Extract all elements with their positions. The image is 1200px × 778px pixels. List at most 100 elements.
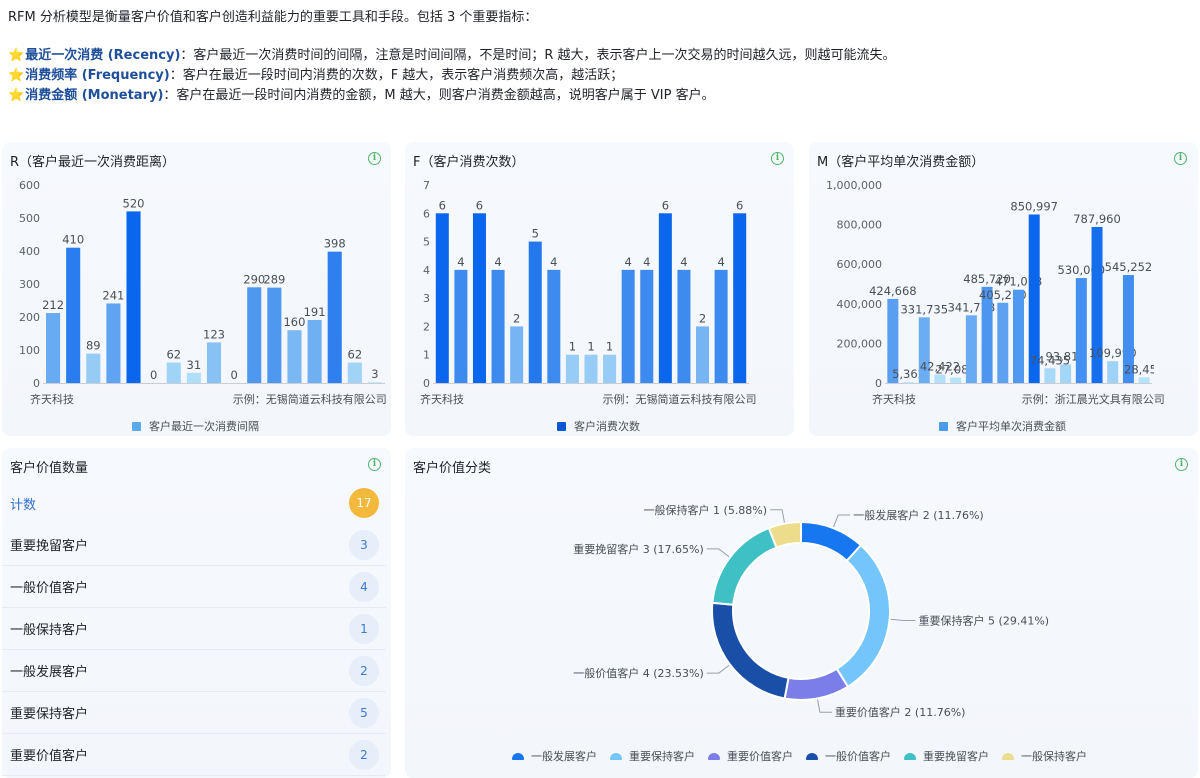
star-icon: ⭐ — [8, 68, 25, 83]
monetary-desc: ：客户在最近一段时间内消费的金额，M 越大，则客户消费金额越高，说明客户属于 V… — [163, 88, 715, 103]
info-icon[interactable]: i — [771, 152, 784, 165]
count-row[interactable]: 一般保持客户 1 — [2, 608, 386, 650]
legend-label: 重要挽留客户 — [923, 750, 989, 763]
pie-legend-item[interactable]: 重要挽留客户 — [904, 748, 989, 764]
info-icon[interactable]: i — [368, 152, 381, 165]
bar-label: 6 — [662, 198, 669, 212]
legend-label: 一般发展客户 — [531, 750, 597, 763]
count-badge: 4 — [349, 571, 379, 602]
bar-label: 62 — [166, 348, 181, 362]
bar — [86, 353, 101, 383]
count-row-total[interactable]: 计数 17 — [2, 482, 386, 524]
bar-label: 289 — [263, 273, 285, 287]
bar-label: 4 — [717, 255, 724, 269]
count-row[interactable]: 重要保持客户 5 — [2, 692, 386, 734]
bar-label: 398 — [324, 237, 346, 251]
bar — [903, 381, 915, 383]
count-row[interactable]: 重要价值客户 2 — [2, 734, 386, 776]
y-tick-label: 800,000 — [837, 219, 883, 232]
row-label: 重要价值客户 — [10, 749, 89, 764]
intro-line: RFM 分析模型是衡量客户价值和客户创造利益能力的重要工具和手段。包括 3 个重… — [8, 10, 538, 25]
y-tick-label: 1 — [423, 349, 430, 362]
bar-label: 290 — [243, 272, 265, 286]
legend-marker — [904, 752, 916, 760]
y-tick-label: 600,000 — [837, 258, 883, 271]
bar — [287, 330, 302, 383]
y-tick-label: 400,000 — [837, 298, 883, 311]
legend-marker — [512, 752, 524, 760]
pie-legend-item[interactable]: 一般价值客户 — [806, 748, 891, 764]
monetary-bar-chart: 1,000,000 800,000 600,000 400,000 200,000 0 42… — [826, 179, 1165, 406]
count-row[interactable]: 重要挽留客户 3 — [2, 524, 386, 566]
bar-label: 93,815 — [1045, 349, 1085, 363]
chart-title: F（客户消费次数） — [413, 155, 525, 170]
count-badge: 2 — [349, 739, 379, 770]
pie-legend-item[interactable]: 一般发展客户 — [512, 748, 597, 764]
bar-label: 5 — [532, 227, 539, 241]
bar-label: 4 — [625, 255, 632, 269]
bar — [997, 302, 1009, 383]
legend-label: 一般保持客户 — [1021, 750, 1087, 763]
y-tick-label: 2 — [423, 320, 430, 333]
pie-legend-item[interactable]: 一般保持客户 — [1002, 748, 1087, 764]
bar — [166, 362, 181, 383]
count-badge: 2 — [349, 655, 379, 686]
bar — [267, 287, 282, 383]
chart-legend[interactable]: 客户平均单次消费金额 — [939, 418, 1066, 434]
bar — [733, 213, 747, 383]
chart-legend[interactable]: 客户最近一次消费间隔 — [132, 418, 259, 434]
bar — [696, 326, 710, 383]
y-tick-label: 500 — [19, 212, 40, 225]
bar-label: 160 — [283, 315, 305, 329]
bar — [1060, 364, 1072, 383]
info-icon[interactable]: i — [1175, 458, 1188, 471]
count-row[interactable]: 一般发展客户 2 — [2, 650, 386, 692]
bar-label: 4 — [494, 255, 501, 269]
chart-title: 客户价值分类 — [413, 461, 492, 476]
x-tick-label: 示例：无锡简道云科技有限公司 — [602, 392, 756, 406]
bar-label: 485,720 — [963, 272, 1011, 286]
x-tick-label: 示例：无锡简道云科技有限公司 — [233, 392, 387, 406]
bar-label: 850,997 — [1010, 200, 1058, 214]
info-icon[interactable]: i — [368, 458, 381, 471]
card-title: 客户价值数量 — [10, 461, 89, 476]
row-label: 重要挽留客户 — [10, 539, 89, 554]
bar — [126, 211, 141, 383]
bar-label: 212 — [42, 298, 64, 312]
bar — [887, 298, 899, 383]
legend-marker — [1002, 752, 1014, 760]
x-tick-label: 齐天科技 — [872, 392, 916, 406]
bar — [491, 269, 505, 383]
count-badge: 1 — [349, 613, 379, 644]
bar-label: 241 — [102, 288, 124, 302]
bar — [66, 247, 81, 383]
recency-bar-chart: 600 500 400 300 200 100 0 212 410 89 241 520 0 62 31 12… — [19, 179, 387, 406]
chart-legend[interactable]: 客户消费次数 — [557, 418, 640, 434]
y-tick-label: 200 — [19, 311, 40, 324]
bar — [918, 317, 930, 383]
bar-label: 1 — [587, 340, 594, 354]
bar-label: 2 — [699, 311, 706, 325]
bar — [528, 241, 542, 383]
y-tick-label: 5 — [423, 236, 430, 249]
pie-legend-item[interactable]: 重要保持客户 — [610, 748, 695, 764]
x-tick-label: 示例：浙江晨光文具有限公司 — [1022, 392, 1165, 406]
bar — [1028, 214, 1040, 383]
bar-label: 28,450 — [1124, 362, 1164, 376]
bar — [950, 377, 962, 383]
bar — [565, 354, 579, 383]
bar-label: 410 — [62, 233, 84, 247]
row-label: 一般发展客户 — [10, 665, 89, 680]
legend-label: 重要价值客户 — [727, 750, 793, 763]
intro-item-recency: ⭐最近一次消费 (Recency)：客户最近一次消费时间的间隔，注意是时间间隔，… — [8, 46, 1188, 66]
y-tick-label: 3 — [423, 292, 430, 305]
count-row[interactable]: 一般价值客户 4 — [2, 566, 386, 608]
bar — [640, 269, 654, 383]
bar-label: 545,252 — [1105, 260, 1153, 274]
pie-legend-item[interactable]: 重要价值客户 — [708, 748, 793, 764]
info-icon[interactable]: i — [1174, 152, 1187, 165]
bar — [186, 372, 201, 383]
bar — [46, 313, 61, 383]
bar — [247, 287, 262, 383]
bar-label: 6 — [439, 198, 446, 212]
